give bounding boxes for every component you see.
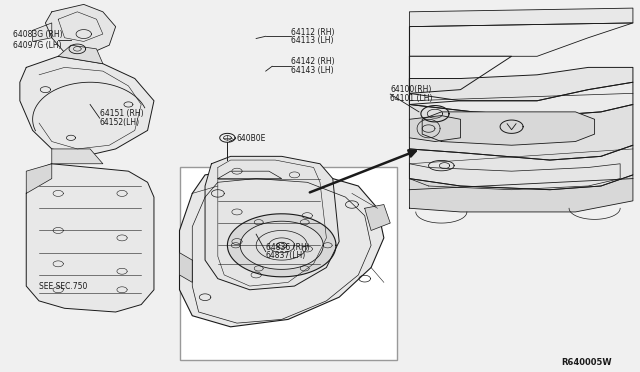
Polygon shape (179, 253, 192, 282)
Polygon shape (179, 171, 384, 327)
Polygon shape (20, 56, 154, 156)
Polygon shape (410, 23, 633, 56)
Polygon shape (410, 175, 633, 212)
Text: R640005W: R640005W (561, 357, 612, 366)
Text: 64152(LH): 64152(LH) (100, 119, 140, 128)
Text: 64113 (LH): 64113 (LH) (291, 36, 334, 45)
Polygon shape (227, 214, 336, 277)
Polygon shape (205, 156, 339, 290)
Polygon shape (365, 205, 390, 231)
Text: 64097G (LH): 64097G (LH) (13, 41, 62, 50)
Text: 64837(LH): 64837(LH) (266, 251, 306, 260)
Text: 64112 (RH): 64112 (RH) (291, 28, 335, 37)
Polygon shape (26, 164, 154, 312)
Polygon shape (218, 171, 282, 179)
Polygon shape (45, 4, 116, 56)
Text: 64083G (RH): 64083G (RH) (13, 29, 63, 39)
Polygon shape (410, 105, 633, 160)
Bar (179, 167, 397, 360)
Polygon shape (410, 56, 511, 93)
Text: 64151 (RH): 64151 (RH) (100, 109, 143, 118)
Text: 64143 (LH): 64143 (LH) (291, 66, 334, 75)
Text: 64836 (RH): 64836 (RH) (266, 243, 310, 251)
Polygon shape (410, 145, 633, 190)
Polygon shape (58, 45, 103, 64)
Polygon shape (410, 8, 633, 27)
Polygon shape (410, 67, 633, 105)
Polygon shape (240, 221, 323, 269)
Polygon shape (33, 23, 52, 41)
Text: 640B0E: 640B0E (237, 134, 266, 143)
Text: 64101 (LH): 64101 (LH) (390, 94, 433, 103)
Polygon shape (410, 82, 633, 116)
Polygon shape (410, 116, 461, 141)
Polygon shape (26, 164, 52, 193)
Polygon shape (52, 149, 103, 164)
Polygon shape (422, 112, 595, 145)
Text: 64142 (RH): 64142 (RH) (291, 57, 335, 66)
Text: SEE SEC.750: SEE SEC.750 (39, 282, 88, 291)
Text: 64100(RH): 64100(RH) (390, 85, 431, 94)
